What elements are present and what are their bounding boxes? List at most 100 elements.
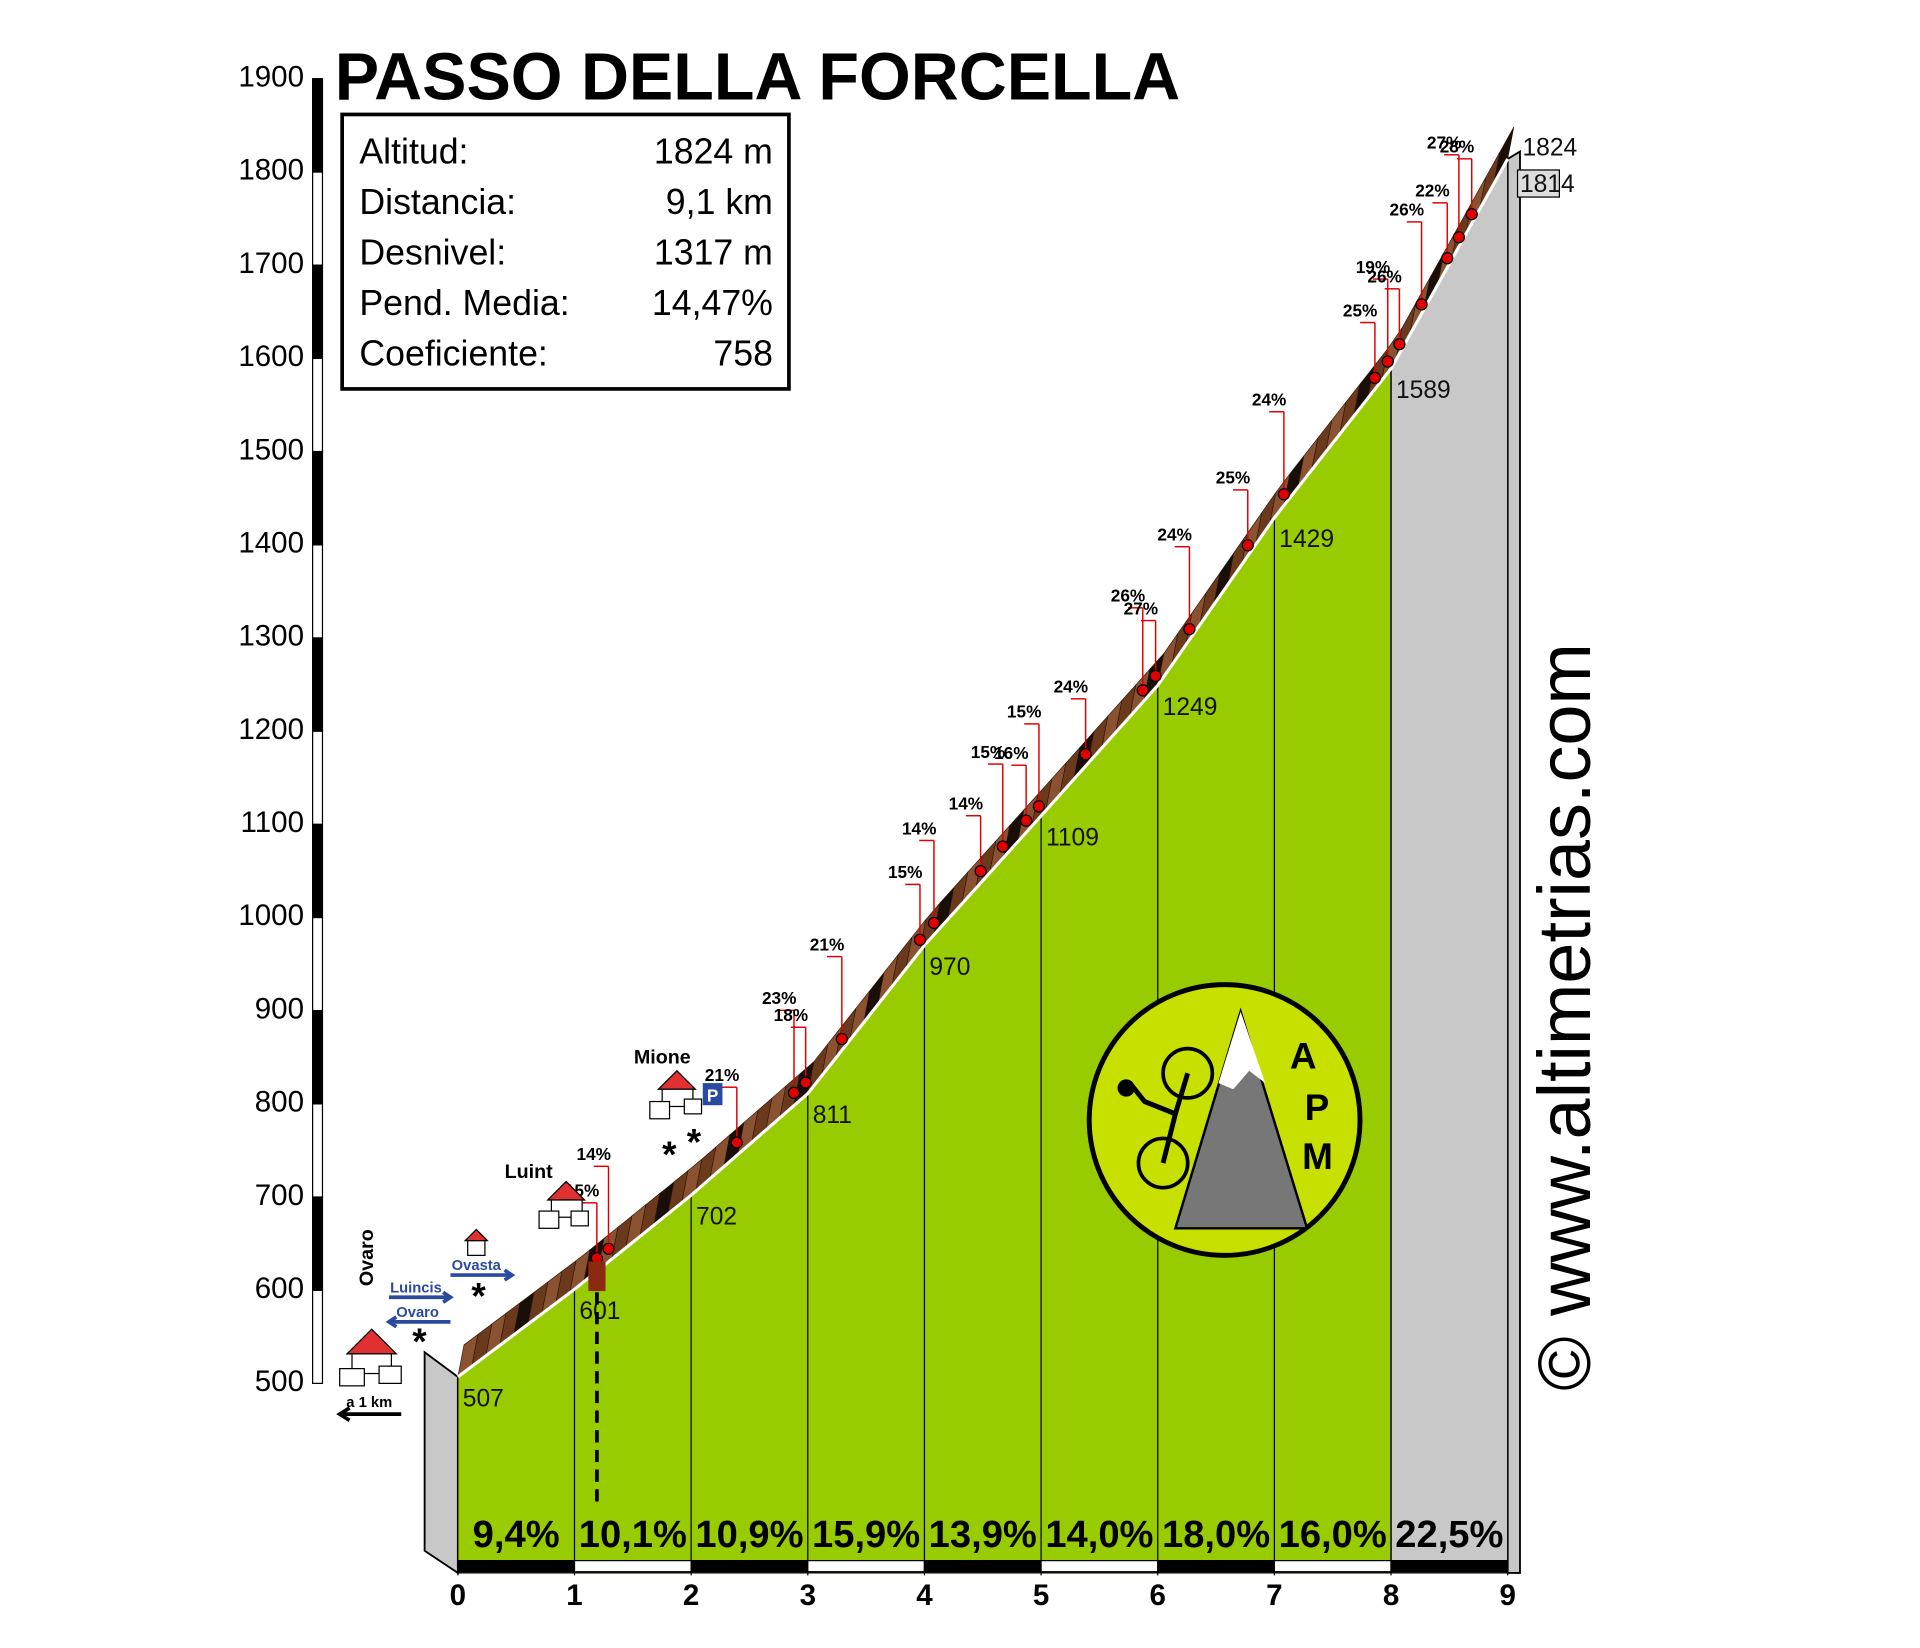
elevation-label: 970 [929, 954, 970, 981]
house [649, 1100, 671, 1120]
tunnel [588, 1261, 606, 1292]
steep-label: 15% [1007, 702, 1041, 722]
y-tick-label: 900 [255, 992, 304, 1025]
place-label: Ovaro [396, 1305, 439, 1321]
steep-label: 26% [1111, 586, 1145, 606]
steep-point [974, 864, 987, 878]
steep-point [1032, 800, 1046, 813]
steep-point [927, 916, 941, 930]
place-label: Ovasta [452, 1258, 502, 1274]
info-value: 9,1 km [666, 182, 773, 222]
info-value: 14,47% [652, 283, 773, 323]
elevation-label: 1589 [1396, 377, 1451, 404]
elevation-label: 1814 [1520, 171, 1575, 198]
gradient-label: 10,1% [579, 1513, 687, 1556]
elevation-label: 1249 [1163, 694, 1218, 721]
steep-label: 24% [1252, 390, 1286, 410]
place-label: Mione [634, 1046, 691, 1068]
gradient-label: 9,4% [473, 1513, 560, 1556]
y-tick-label: 1400 [238, 527, 304, 560]
steep-point [996, 840, 1009, 853]
place-label: Luint [505, 1161, 554, 1183]
steep-point [1441, 252, 1454, 265]
y-tick-label: 800 [255, 1086, 304, 1119]
y-tick-label: 500 [255, 1365, 304, 1398]
gradient-label: 13,9% [929, 1513, 1037, 1556]
house [345, 1328, 398, 1355]
logo-head [1117, 1079, 1135, 1097]
gradient-label: 10,9% [695, 1513, 803, 1556]
axis-band [312, 1103, 324, 1198]
logo-wheel [1161, 1046, 1215, 1100]
left-face [423, 1350, 459, 1575]
elevation-label: 702 [696, 1204, 737, 1231]
place-label: Luincis [390, 1280, 442, 1296]
y-tick-label: 1600 [238, 340, 304, 373]
y-tick-label: 1700 [238, 247, 304, 280]
logo-letter: M [1302, 1136, 1333, 1177]
axis-band [312, 357, 324, 453]
info-box [340, 112, 791, 391]
axis-band [1273, 1560, 1392, 1573]
steep-point [1079, 748, 1092, 761]
label-box [1516, 169, 1560, 198]
house [656, 1069, 697, 1090]
steep-point [1381, 355, 1394, 368]
arrow [385, 1315, 451, 1329]
house [683, 1098, 703, 1115]
axis-band [312, 730, 324, 825]
arrow [450, 1268, 516, 1282]
steep-label: 21% [810, 934, 844, 954]
steep-point [1019, 814, 1033, 827]
axis-band [1040, 1560, 1159, 1573]
steep-label: 24% [1157, 525, 1191, 545]
y-tick-label: 1300 [238, 620, 304, 653]
arrow [388, 1290, 454, 1304]
steep-label: 15% [888, 862, 922, 882]
elevation-label: 811 [813, 1102, 852, 1129]
info-label: Pend. Media: [359, 283, 569, 323]
gradient-label: 15,9% [812, 1513, 920, 1556]
elevation-label: 601 [579, 1298, 620, 1325]
steep-label: 16% [994, 743, 1028, 763]
y-tick-label: 1900 [238, 61, 304, 94]
house [463, 1228, 489, 1242]
logo-mountain [1173, 1007, 1309, 1230]
y-tick-label: 1100 [241, 806, 304, 839]
y-tick-label: 700 [255, 1179, 304, 1212]
right-face [1506, 149, 1521, 1574]
logo-snow [1218, 1011, 1266, 1090]
axis-band [457, 1560, 576, 1573]
x-tick-label: 5 [1033, 1579, 1049, 1612]
gradient-label: 14,0% [1045, 1513, 1153, 1556]
steep-label: 25% [1216, 468, 1250, 488]
x-tick-label: 0 [450, 1579, 466, 1612]
steep-point [1368, 371, 1382, 385]
axis-band [312, 450, 324, 546]
axis-band [1157, 1560, 1276, 1573]
house [378, 1365, 402, 1385]
steep-point [1149, 669, 1162, 683]
x-tick-label: 3 [800, 1579, 816, 1612]
house [538, 1210, 560, 1229]
y-tick-label: 1000 [238, 899, 304, 932]
steep-label: 15% [971, 742, 1005, 762]
steep-label: 24% [1054, 677, 1088, 697]
summit-label: 1824 [1522, 135, 1577, 162]
axis-band [312, 637, 324, 732]
gradient-label: 22,5% [1395, 1513, 1503, 1556]
gradient-label: 18,0% [1162, 1513, 1270, 1556]
axis-band [312, 78, 324, 173]
steep-point [799, 1076, 812, 1089]
x-tick-label: 4 [916, 1579, 933, 1612]
steep-label: 27% [1427, 133, 1461, 153]
steep-label: 19% [1356, 257, 1390, 277]
y-tick-label: 1200 [238, 713, 304, 746]
axis-band [312, 916, 324, 1012]
steep-point [913, 933, 927, 946]
y-tick-label: 1800 [238, 154, 304, 187]
elevation-label: 1429 [1279, 526, 1334, 553]
info-value: 758 [713, 334, 773, 374]
